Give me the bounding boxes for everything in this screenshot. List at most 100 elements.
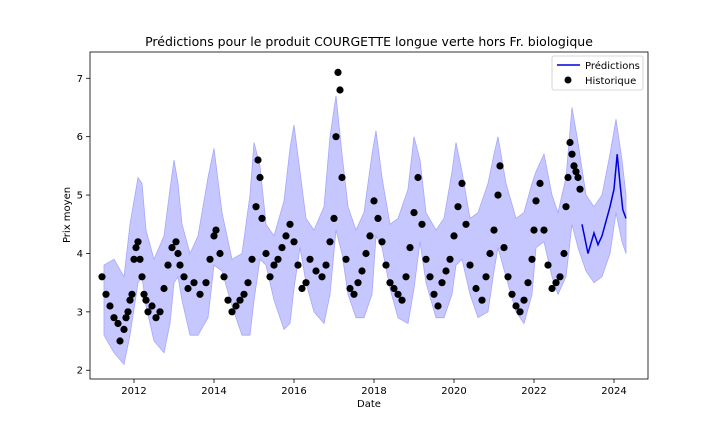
history-point — [438, 279, 446, 287]
history-point — [210, 232, 218, 240]
history-point — [318, 273, 326, 281]
history-point — [524, 279, 532, 287]
y-axis-label: Prix moyen — [62, 187, 73, 243]
history-point — [500, 244, 508, 252]
history-point — [144, 308, 152, 316]
history-point — [520, 296, 528, 304]
history-point — [120, 325, 128, 333]
x-tick-label: 2018 — [361, 386, 386, 397]
history-point — [336, 86, 344, 94]
history-point — [362, 249, 370, 258]
x-tick-label: 2022 — [521, 386, 546, 397]
history-point — [406, 244, 414, 252]
history-point — [496, 162, 504, 170]
history-point — [540, 226, 548, 234]
history-point — [332, 133, 340, 141]
history-point — [228, 308, 236, 316]
history-point — [196, 290, 204, 298]
history-point — [490, 226, 498, 234]
history-point — [184, 284, 192, 293]
history-point — [564, 173, 572, 182]
history-point — [216, 249, 224, 258]
history-point — [382, 261, 390, 269]
history-point — [136, 255, 144, 263]
history-point — [116, 337, 124, 345]
history-point — [106, 302, 114, 310]
plot-area — [98, 68, 627, 366]
history-point — [576, 185, 584, 193]
history-point — [122, 314, 130, 322]
history-point — [366, 232, 374, 240]
history-point — [466, 261, 474, 269]
history-point — [402, 273, 410, 281]
history-point — [322, 261, 330, 269]
history-point — [148, 302, 156, 310]
history-point — [544, 261, 552, 269]
history-point — [168, 244, 176, 252]
history-point — [358, 267, 366, 275]
history-point — [548, 284, 556, 293]
history-point — [254, 156, 262, 164]
history-point — [374, 214, 382, 222]
history-point — [560, 249, 568, 258]
legend-prediction-label: Prédictions — [585, 60, 640, 72]
history-point — [346, 284, 354, 293]
history-point — [258, 214, 266, 222]
history-point — [274, 255, 282, 263]
legend-history-swatch — [564, 76, 572, 84]
y-axis: 2 3 4 5 6 7 — [77, 74, 90, 377]
legend: Prédictions Historique — [551, 55, 644, 91]
history-point — [552, 279, 560, 287]
history-point — [102, 290, 110, 298]
history-point — [450, 232, 458, 240]
history-point — [110, 314, 118, 322]
history-point — [248, 255, 256, 263]
history-point — [572, 168, 580, 176]
history-point — [132, 244, 140, 252]
history-point — [294, 261, 302, 269]
chart-title: Prédictions pour le produit COURGETTE lo… — [145, 34, 593, 49]
history-point — [220, 273, 228, 281]
history-point — [418, 220, 426, 228]
x-tick-label: 2020 — [441, 386, 466, 397]
history-point — [240, 290, 248, 298]
x-tick-label: 2024 — [601, 386, 626, 397]
x-tick-label: 2016 — [281, 386, 306, 397]
history-point — [156, 308, 164, 316]
history-point — [568, 150, 576, 158]
history-point — [390, 284, 398, 293]
history-point — [302, 279, 310, 287]
history-point — [176, 261, 184, 269]
history-point — [212, 226, 220, 234]
history-point — [446, 255, 454, 263]
history-points — [98, 68, 584, 345]
prediction-confidence-band — [103, 95, 627, 366]
history-point — [282, 232, 290, 240]
history-point — [422, 255, 430, 263]
y-tick-label: 4 — [77, 249, 83, 260]
history-point — [566, 138, 574, 147]
history-point — [326, 238, 334, 246]
history-point — [434, 302, 442, 310]
history-point — [140, 290, 148, 298]
history-point — [128, 290, 136, 298]
history-point — [124, 308, 132, 316]
history-point — [334, 68, 342, 76]
history-point — [516, 308, 524, 316]
history-point — [478, 296, 486, 304]
history-point — [206, 255, 214, 263]
history-point — [430, 290, 438, 298]
history-point — [398, 296, 406, 304]
history-point — [574, 173, 582, 182]
history-point — [354, 279, 362, 287]
history-point — [286, 220, 294, 228]
history-point — [472, 284, 480, 293]
history-point — [278, 244, 286, 252]
history-point — [378, 238, 386, 246]
history-point — [410, 209, 418, 217]
history-point — [486, 249, 494, 258]
history-point — [202, 279, 210, 287]
history-point — [528, 255, 536, 263]
history-point — [482, 273, 490, 281]
